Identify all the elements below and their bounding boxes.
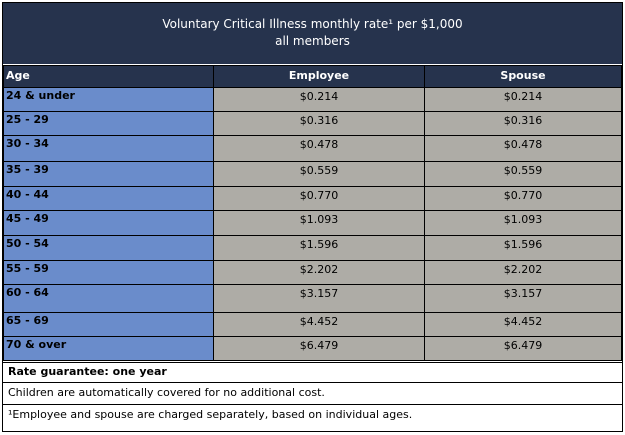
employee-rate-cell: $1.093 [213, 210, 425, 236]
table-row: 65 - 69 $4.452 $4.452 [3, 312, 622, 337]
age-cell: 40 - 44 [3, 186, 214, 211]
spouse-rate-cell: $3.157 [424, 284, 622, 313]
table-row: 55 - 59 $2.202 $2.202 [3, 260, 622, 285]
spouse-rate-cell: $0.478 [424, 135, 622, 162]
employee-rate-cell: $3.157 [213, 284, 425, 313]
spouse-rate-cell: $4.452 [424, 312, 622, 337]
age-cell: 45 - 49 [3, 210, 214, 236]
header-employee: Employee [213, 65, 425, 88]
notes-section: Rate guarantee: one year Children are au… [3, 362, 622, 426]
header-age: Age [3, 65, 214, 88]
age-cell: 55 - 59 [3, 260, 214, 285]
table-row: 35 - 39 $0.559 $0.559 [3, 161, 622, 187]
rate-guarantee-note: Rate guarantee: one year [3, 362, 622, 382]
employee-rate-cell: $0.478 [213, 135, 425, 162]
age-cell: 25 - 29 [3, 111, 214, 136]
spouse-rate-cell: $2.202 [424, 260, 622, 285]
employee-rate-cell: $0.214 [213, 87, 425, 112]
rates-table: Age Employee Spouse 24 & under $0.214 $0… [3, 65, 622, 361]
age-cell: 70 & over [3, 336, 214, 361]
table-row: 50 - 54 $1.596 $1.596 [3, 235, 622, 261]
spouse-rate-cell: $0.559 [424, 161, 622, 187]
table-row: 40 - 44 $0.770 $0.770 [3, 186, 622, 211]
spouse-rate-cell: $0.316 [424, 111, 622, 136]
age-cell: 50 - 54 [3, 235, 214, 261]
age-cell: 60 - 64 [3, 284, 214, 313]
spouse-rate-cell: $1.093 [424, 210, 622, 236]
age-cell: 65 - 69 [3, 312, 214, 337]
employee-rate-cell: $0.559 [213, 161, 425, 187]
table-row: 30 - 34 $0.478 $0.478 [3, 135, 622, 162]
table-row: 60 - 64 $3.157 $3.157 [3, 284, 622, 313]
spouse-rate-cell: $0.770 [424, 186, 622, 211]
employee-rate-cell: $4.452 [213, 312, 425, 337]
title-line-1: Voluntary Critical Illness monthly rate¹… [162, 17, 463, 31]
header-spouse: Spouse [424, 65, 622, 88]
employee-rate-cell: $1.596 [213, 235, 425, 261]
table-title: Voluntary Critical Illness monthly rate¹… [3, 3, 622, 64]
spouse-rate-cell: $6.479 [424, 336, 622, 361]
table-row: 24 & under $0.214 $0.214 [3, 87, 622, 112]
spouse-rate-cell: $1.596 [424, 235, 622, 261]
title-line-2: all members [275, 34, 350, 48]
employee-rate-cell: $6.479 [213, 336, 425, 361]
spouse-rate-cell: $0.214 [424, 87, 622, 112]
employee-rate-cell: $0.316 [213, 111, 425, 136]
employee-rate-cell: $0.770 [213, 186, 425, 211]
table-row: 45 - 49 $1.093 $1.093 [3, 210, 622, 236]
age-cell: 35 - 39 [3, 161, 214, 187]
age-cell: 30 - 34 [3, 135, 214, 162]
footnote: ¹Employee and spouse are charged separat… [3, 404, 622, 426]
age-cell: 24 & under [3, 87, 214, 112]
table-row: 70 & over $6.479 $6.479 [3, 336, 622, 361]
children-coverage-note: Children are automatically covered for n… [3, 382, 622, 404]
table-row: 25 - 29 $0.316 $0.316 [3, 111, 622, 136]
header-row: Age Employee Spouse [3, 65, 622, 88]
employee-rate-cell: $2.202 [213, 260, 425, 285]
